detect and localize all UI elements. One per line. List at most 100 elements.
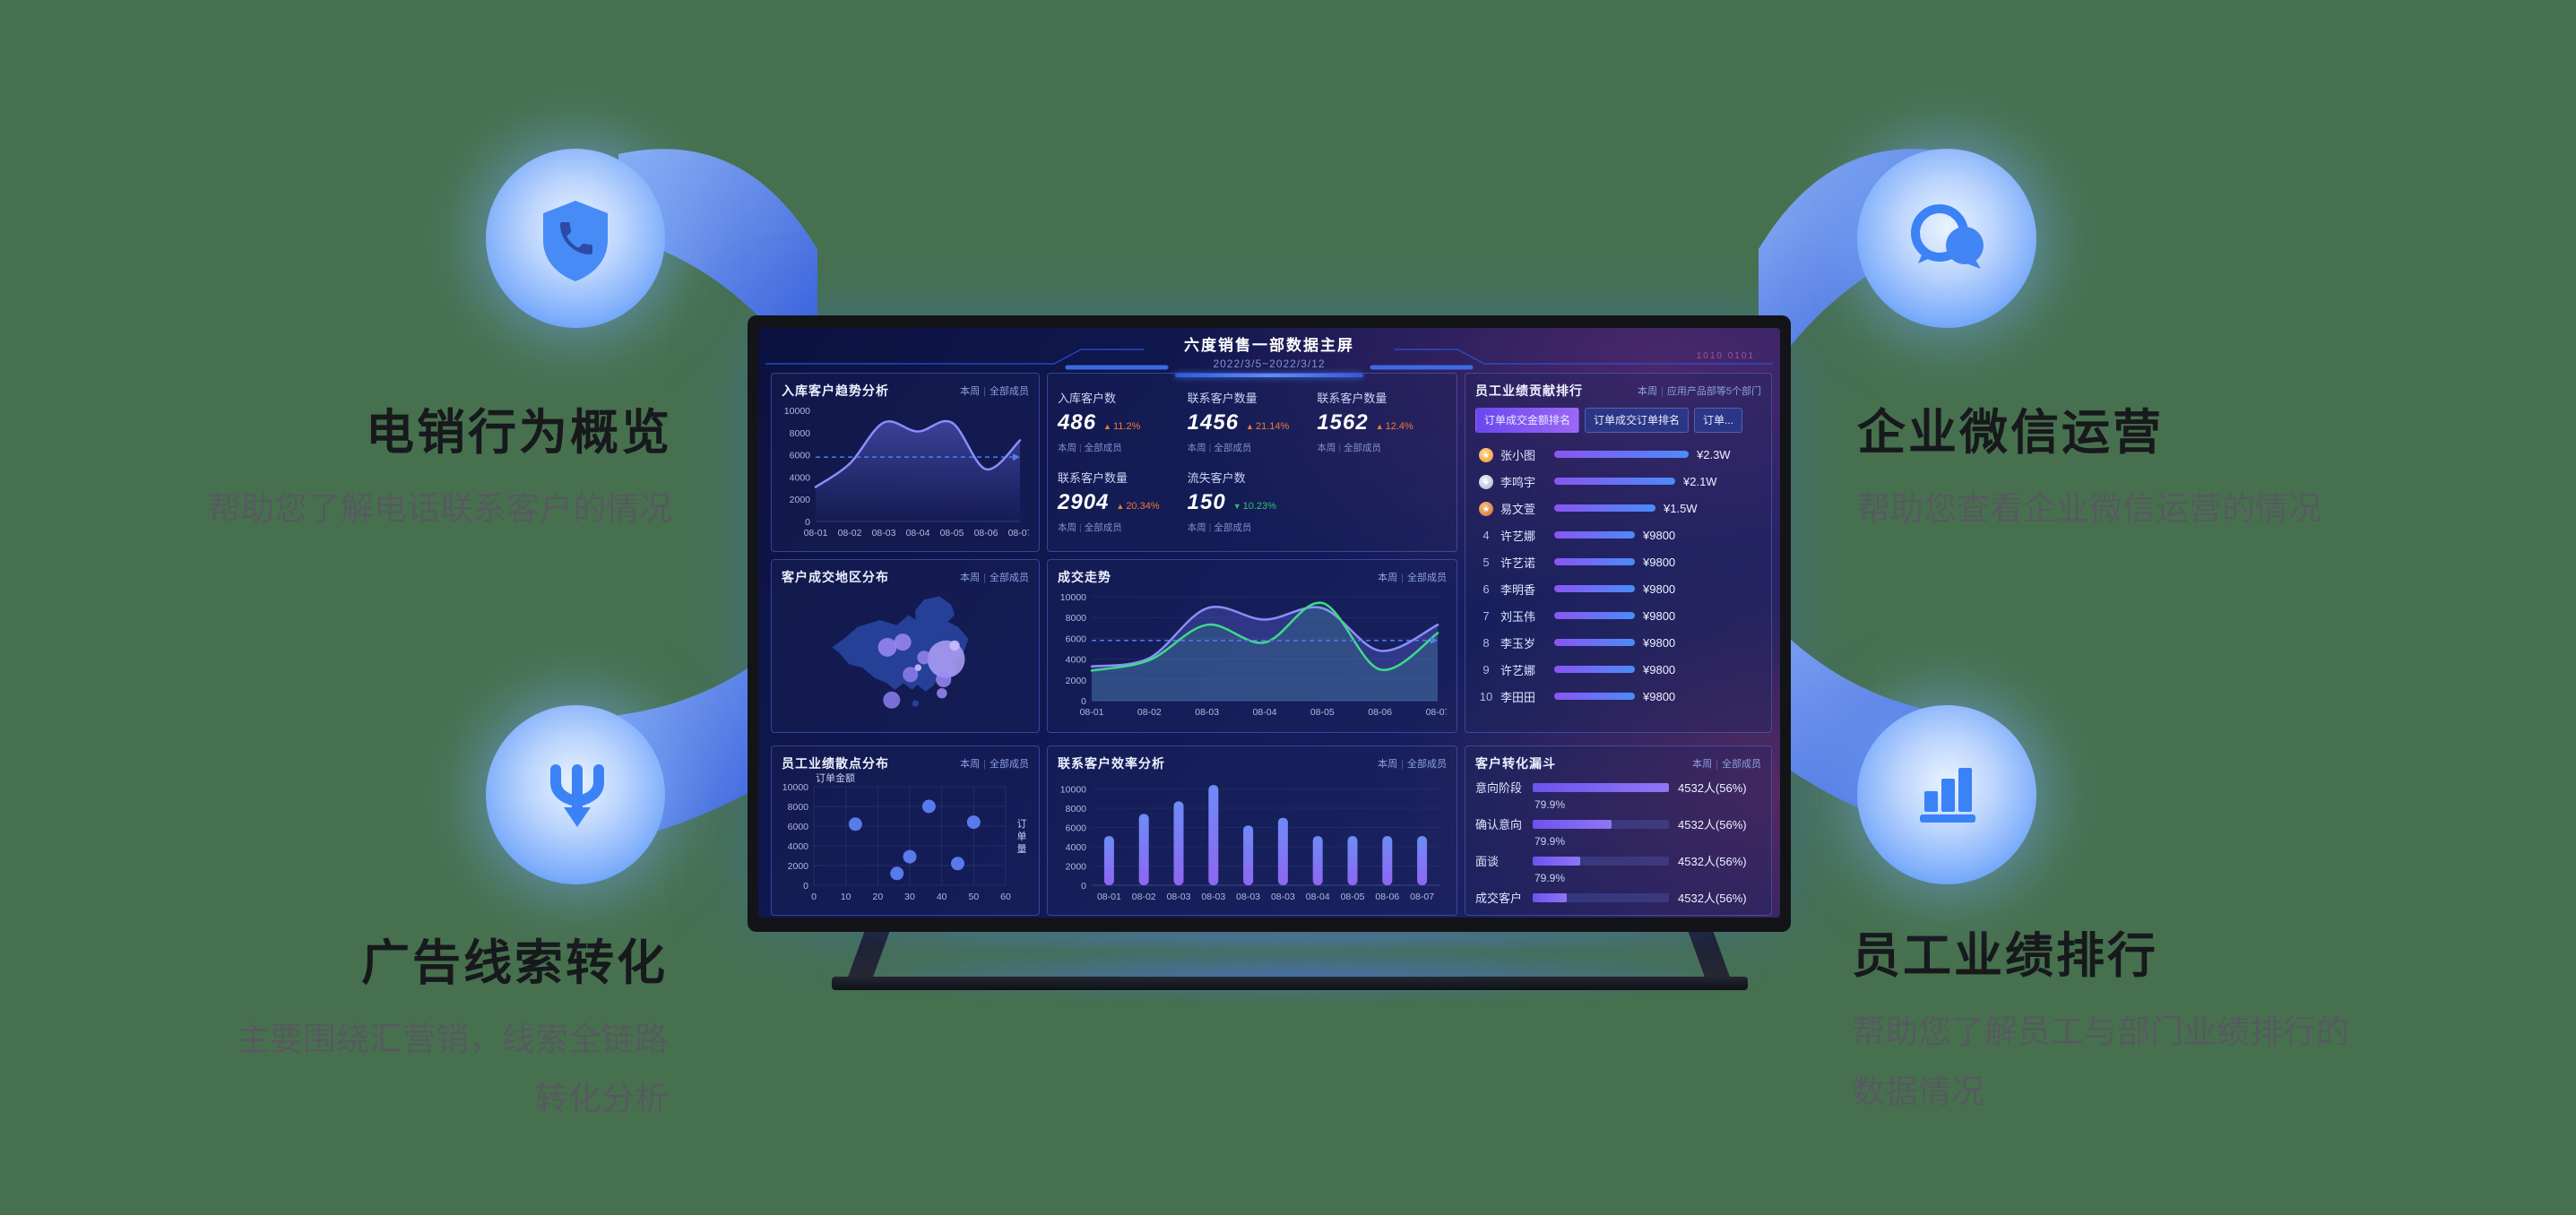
svg-text:4000: 4000 <box>1066 655 1087 666</box>
chat-bubbles-icon <box>1911 204 1984 269</box>
china-map <box>832 596 969 709</box>
filter-members[interactable]: 全部成员 <box>990 573 1029 583</box>
svg-text:08-03: 08-03 <box>1167 892 1191 902</box>
filter-divider: | <box>1401 573 1404 583</box>
filter-week[interactable]: 本周 <box>960 386 981 397</box>
filter-week[interactable]: 本周 <box>1187 522 1206 533</box>
callout-desc-line2: 转化分析 <box>535 1080 668 1117</box>
ranking-tabs: 订单成交金额排名 订单成交订单排名 订单... <box>1475 408 1761 433</box>
kpi-value-row: 1456 ▲ 21.14% <box>1188 410 1318 435</box>
panel-title: 联系客户效率分析 <box>1058 756 1165 771</box>
ranking-tab[interactable]: 订单成交订单排名 <box>1585 408 1690 433</box>
kpi-label: 联系客户数量 <box>1187 392 1258 405</box>
rank-name: 李鸣宇 <box>1500 475 1536 489</box>
funnel-stage-label: 确认意向 <box>1475 818 1523 832</box>
filter-departments[interactable]: 应用产品部等5个部门 <box>1666 386 1761 397</box>
panel-title: 成交走势 <box>1058 570 1111 584</box>
kpi-delta-percent: 11.2% <box>1112 421 1141 432</box>
filter-members[interactable]: 全部成员 <box>990 386 1029 397</box>
performance-scatter-chart: 0 2000 4000 6000 8000 10000 0 10 20 30 40 50 60 订单金额订… <box>782 771 1027 902</box>
ranking-tab[interactable]: 订单... <box>1694 408 1743 433</box>
kpi-filter[interactable]: 本周 | 全部成员 <box>1188 441 1318 454</box>
svg-text:2000: 2000 <box>1066 861 1087 872</box>
filter-week[interactable]: 本周 <box>1058 443 1076 453</box>
funnel-track <box>1533 819 1669 829</box>
kpi-filter[interactable]: 本周 | 全部成员 <box>1317 441 1447 454</box>
kpi-label: 入库客户数 <box>1058 392 1117 405</box>
rank-indicator: 9 <box>1482 662 1490 676</box>
funnel-value: 4532人(56%) <box>1678 855 1747 868</box>
svg-text:4000: 4000 <box>788 841 809 852</box>
efficiency-bar <box>1243 825 1254 885</box>
panel-filter[interactable]: 本周 | 全部成员 <box>1692 756 1761 771</box>
panel-filter[interactable]: 本周 | 全部成员 <box>1378 570 1447 584</box>
panel-filter[interactable]: 本周 | 全部成员 <box>960 570 1029 584</box>
efficiency-bar <box>1312 836 1323 885</box>
scatter-point <box>951 857 964 871</box>
kpi-delta: ▲ 12.4% <box>1376 421 1413 432</box>
kpi-value-row: 486 ▲ 11.2% <box>1058 410 1188 435</box>
filter-week[interactable]: 本周 <box>1378 759 1398 770</box>
shield-phone-icon <box>543 201 608 281</box>
panel-filter[interactable]: 本周 | 全部成员 <box>960 383 1029 398</box>
ranking-row: ★ 易文萱 ¥1.5W <box>1475 495 1761 521</box>
svg-text:0: 0 <box>805 517 810 528</box>
svg-text:8000: 8000 <box>790 428 811 439</box>
rank-name: 李田田 <box>1500 690 1536 704</box>
filter-divider: | <box>1661 386 1664 397</box>
svg-text:08-07: 08-07 <box>1008 528 1029 539</box>
medal-icon: ★ <box>1479 447 1493 462</box>
filter-divider: | <box>1401 759 1404 770</box>
filter-members[interactable]: 全部成员 <box>1344 443 1382 453</box>
kpi-filter[interactable]: 本周 | 全部成员 <box>1058 441 1188 454</box>
filter-members[interactable]: 全部成员 <box>1084 443 1122 453</box>
tv-stand-base <box>832 977 1748 990</box>
filter-members[interactable]: 全部成员 <box>1214 443 1252 453</box>
ranking-row: 9 许艺娜 ¥9800 <box>1475 656 1761 683</box>
ranking-tab[interactable]: 订单成交金额排名 <box>1475 408 1580 433</box>
kpi-filter[interactable]: 本周 | 全部成员 <box>1058 521 1188 534</box>
tv-under-glow <box>843 932 1739 950</box>
filter-members[interactable]: 全部成员 <box>1407 573 1447 583</box>
kpi-filter[interactable]: 本周 | 全部成员 <box>1188 521 1318 534</box>
svg-text:08-03: 08-03 <box>1271 892 1295 902</box>
filter-week[interactable]: 本周 <box>1058 522 1076 533</box>
svg-text:08-03: 08-03 <box>1201 892 1225 902</box>
panel-filter[interactable]: 本周 | 应用产品部等5个部门 <box>1638 383 1761 398</box>
filter-week[interactable]: 本周 <box>960 759 981 770</box>
filter-week[interactable]: 本周 <box>1638 386 1658 397</box>
panel-filter[interactable]: 本周 | 全部成员 <box>1378 756 1447 771</box>
svg-text:08-04: 08-04 <box>1253 707 1277 718</box>
funnel-track <box>1533 856 1669 866</box>
filter-members[interactable]: 全部成员 <box>1084 522 1122 533</box>
svg-text:08-06: 08-06 <box>1368 707 1392 718</box>
efficiency-bar <box>1417 836 1428 885</box>
kpi-delta: ▼ 10.23% <box>1233 501 1276 512</box>
svg-text:08-03: 08-03 <box>1236 892 1260 902</box>
filter-week[interactable]: 本周 <box>1692 759 1713 770</box>
filter-week[interactable]: 本周 <box>960 573 981 583</box>
filter-members[interactable]: 全部成员 <box>1214 522 1252 533</box>
panel-kpis: 入库客户数 486 ▲ 11.2% 本周 | 全部成员 联系客户数量 1456 ▲ 21.14% 本周… <box>1047 373 1457 552</box>
header-circuit-lines <box>765 349 1773 370</box>
filter-members[interactable]: 全部成员 <box>1722 759 1761 770</box>
svg-text:0: 0 <box>1081 696 1086 707</box>
panel-filter[interactable]: 本周 | 全部成员 <box>960 756 1029 771</box>
filter-members[interactable]: 全部成员 <box>1407 759 1447 770</box>
filter-divider: | <box>1079 522 1082 533</box>
panel-title: 客户成交地区分布 <box>782 570 889 584</box>
panel-title: 入库客户趋势分析 <box>782 383 889 398</box>
filter-members[interactable]: 全部成员 <box>990 759 1029 770</box>
rank-indicator: 6 <box>1482 582 1490 596</box>
rank-bar <box>1554 666 1635 673</box>
funnel-row: 意向阶段 4532人(56%) 79.9% <box>1475 779 1761 811</box>
filter-divider: | <box>983 386 986 397</box>
funnel-line: 面谈 4532人(56%) <box>1475 852 1761 869</box>
svg-text:50: 50 <box>968 892 979 902</box>
filter-week[interactable]: 本周 <box>1187 443 1206 453</box>
rank-name: 许艺娜 <box>1500 529 1536 543</box>
filter-week[interactable]: 本周 <box>1378 573 1398 583</box>
filter-week[interactable]: 本周 <box>1317 443 1336 453</box>
ranking-row: ★ 李鸣宇 ¥2.1W <box>1475 468 1761 495</box>
